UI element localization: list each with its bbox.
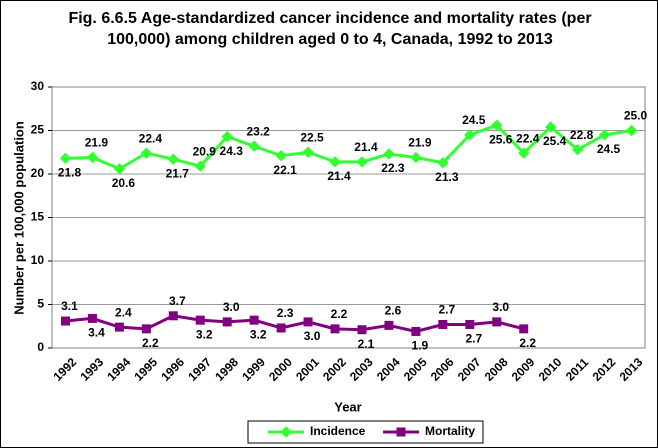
marker (396, 427, 406, 437)
marker (249, 315, 259, 325)
marker (114, 322, 124, 332)
y-tick-label: 30 (31, 79, 45, 93)
marker (329, 156, 341, 168)
data-label: 20.9 (193, 144, 217, 158)
marker (280, 426, 292, 438)
data-label: 21.4 (327, 169, 351, 183)
chart-title: Fig. 6.6.5 Age-standardized cancer incid… (68, 10, 592, 48)
data-label: 23.2 (246, 124, 270, 138)
marker (410, 151, 422, 164)
data-label: 24.5 (462, 113, 486, 127)
data-label: 2.2 (142, 336, 159, 350)
marker (491, 119, 503, 131)
data-label: 22.5 (300, 130, 324, 144)
marker (464, 129, 476, 141)
data-label: 2.4 (115, 305, 132, 319)
data-label: 2.1 (358, 337, 375, 351)
data-label: 22.3 (381, 161, 405, 175)
marker (221, 130, 233, 143)
marker (248, 140, 260, 152)
marker (194, 160, 206, 172)
marker (222, 317, 232, 327)
marker (384, 320, 394, 330)
marker (357, 325, 367, 335)
marker (87, 313, 97, 323)
legend-label: Incidence (310, 424, 366, 438)
data-label: 25.6 (489, 132, 513, 146)
marker (113, 163, 126, 175)
marker (303, 317, 313, 327)
data-label: 2.3 (277, 306, 294, 320)
marker (167, 153, 180, 165)
marker (383, 148, 395, 160)
data-label: 2.7 (465, 332, 482, 346)
x-axis-label: Year (334, 399, 361, 414)
data-label: 3.0 (492, 300, 509, 314)
marker (141, 324, 151, 334)
marker (492, 317, 502, 327)
marker (625, 124, 638, 137)
marker (465, 320, 475, 330)
marker (60, 316, 70, 326)
marker (544, 121, 557, 133)
marker (276, 323, 286, 333)
legend-box (247, 420, 484, 444)
data-label: 21.9 (85, 136, 109, 150)
data-label: 22.8 (570, 128, 594, 142)
marker (275, 150, 287, 162)
data-label: 3.1 (61, 299, 78, 313)
data-label: 25.0 (624, 109, 648, 123)
data-label: 3.0 (223, 300, 240, 314)
marker (330, 324, 340, 334)
data-label: 20.6 (112, 176, 136, 190)
data-label: 2.7 (438, 303, 455, 317)
data-label: 2.2 (331, 307, 348, 321)
y-tick-label: 5 (37, 297, 44, 311)
data-label: 3.0 (304, 329, 321, 343)
data-label: 22.4 (139, 131, 163, 145)
marker (86, 151, 99, 164)
y-axis-label: Number per 100,000 population (11, 121, 26, 315)
marker (59, 152, 72, 165)
legend-label: Mortality (425, 424, 475, 438)
y-tick-label: 25 (31, 123, 45, 137)
data-label: 25.4 (543, 134, 567, 148)
marker (598, 129, 611, 141)
marker (302, 146, 314, 158)
marker (168, 311, 178, 321)
data-label: 3.7 (169, 294, 186, 308)
data-label: 24.3 (220, 144, 244, 158)
y-tick-label: 10 (31, 253, 45, 267)
data-label: 1.9 (412, 339, 429, 353)
marker (411, 326, 421, 336)
data-label: 21.7 (166, 166, 190, 180)
data-label: 21.4 (354, 140, 378, 154)
marker (438, 320, 448, 330)
y-tick-label: 20 (31, 166, 45, 180)
y-tick-label: 0 (37, 340, 44, 354)
data-label: 2.6 (385, 304, 402, 318)
marker (195, 315, 205, 325)
data-label: 3.2 (196, 327, 213, 341)
data-label: 3.2 (250, 327, 267, 341)
data-label: 3.4 (88, 326, 105, 340)
marker (571, 143, 584, 156)
data-label: 21.8 (58, 166, 82, 180)
series-line (65, 123, 632, 171)
data-label: 21.9 (408, 136, 432, 150)
data-label: 24.5 (597, 142, 621, 156)
marker (437, 156, 449, 169)
marker (140, 147, 153, 159)
data-label: 2.2 (519, 336, 536, 350)
y-tick-label: 15 (31, 210, 45, 224)
data-label: 22.1 (273, 163, 297, 177)
marker (517, 147, 530, 159)
marker (519, 324, 529, 334)
data-label: 22.4 (516, 131, 540, 145)
marker (356, 156, 368, 168)
data-label: 21.3 (435, 170, 459, 184)
